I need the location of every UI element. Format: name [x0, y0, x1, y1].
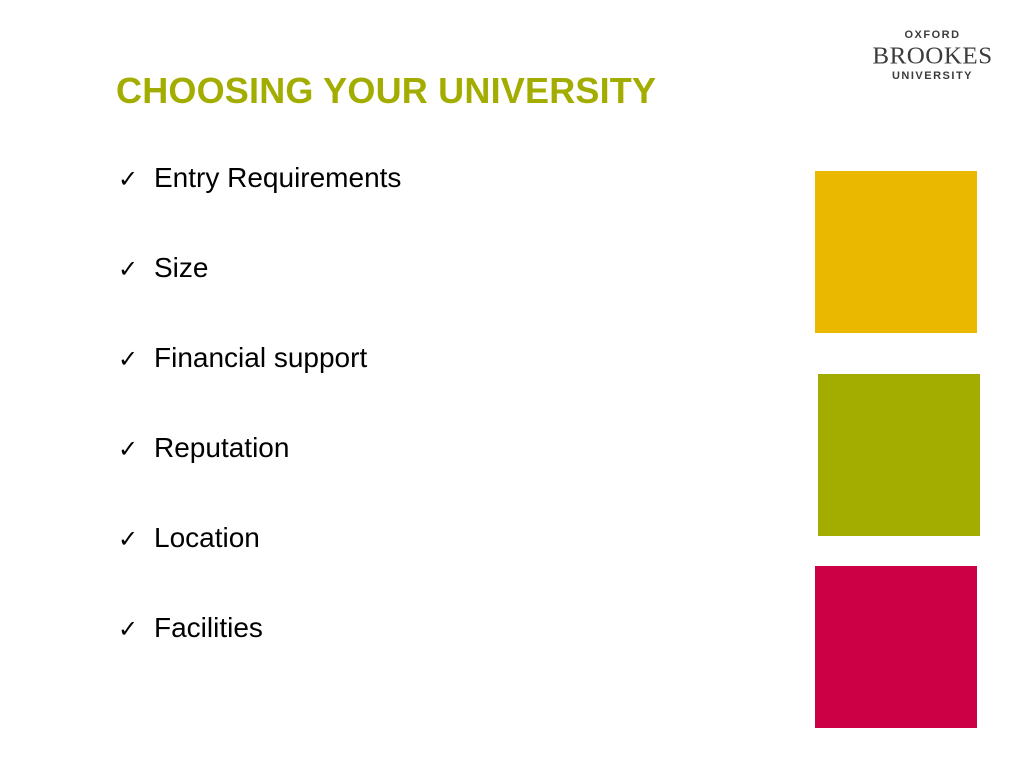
logo-line-university: UNIVERSITY [891, 70, 973, 82]
logo-line-oxford: OXFORD [904, 29, 961, 41]
decorative-square-magenta [815, 566, 977, 728]
checkmark-icon: ✓ [118, 525, 139, 553]
bullet-location: ✓ Location [118, 522, 401, 612]
bullet-financial-support: ✓ Financial support [118, 342, 401, 432]
checkmark-icon: ✓ [118, 435, 139, 463]
bullet-text: Size [154, 252, 209, 283]
bullet-text: Facilities [154, 612, 263, 643]
checkmark-icon: ✓ [118, 615, 139, 643]
decorative-square-green [818, 374, 980, 536]
bullet-size: ✓ Size [118, 252, 401, 342]
bullet-entry-requirements: ✓ Entry Requirements [118, 162, 401, 252]
bullet-text: Entry Requirements [154, 162, 402, 193]
decorative-square-yellow [815, 171, 977, 333]
bullet-list: ✓ Entry Requirements ✓ Size ✓ Financial … [118, 162, 401, 702]
slide-title: CHOOSING YOUR UNIVERSITY [116, 70, 657, 111]
bullet-text: Financial support [154, 342, 368, 373]
bullet-facilities: ✓ Facilities [118, 612, 401, 702]
checkmark-icon: ✓ [118, 255, 139, 283]
bullet-reputation: ✓ Reputation [118, 432, 401, 522]
checkmark-icon: ✓ [118, 345, 139, 373]
bullet-text: Reputation [154, 432, 290, 463]
checkmark-icon: ✓ [118, 165, 139, 193]
oxford-brookes-logo: OXFORD BROOKES UNIVERSITY [870, 30, 995, 82]
logo-line-brookes: BROOKES [872, 43, 993, 70]
bullet-text: Location [154, 522, 260, 553]
